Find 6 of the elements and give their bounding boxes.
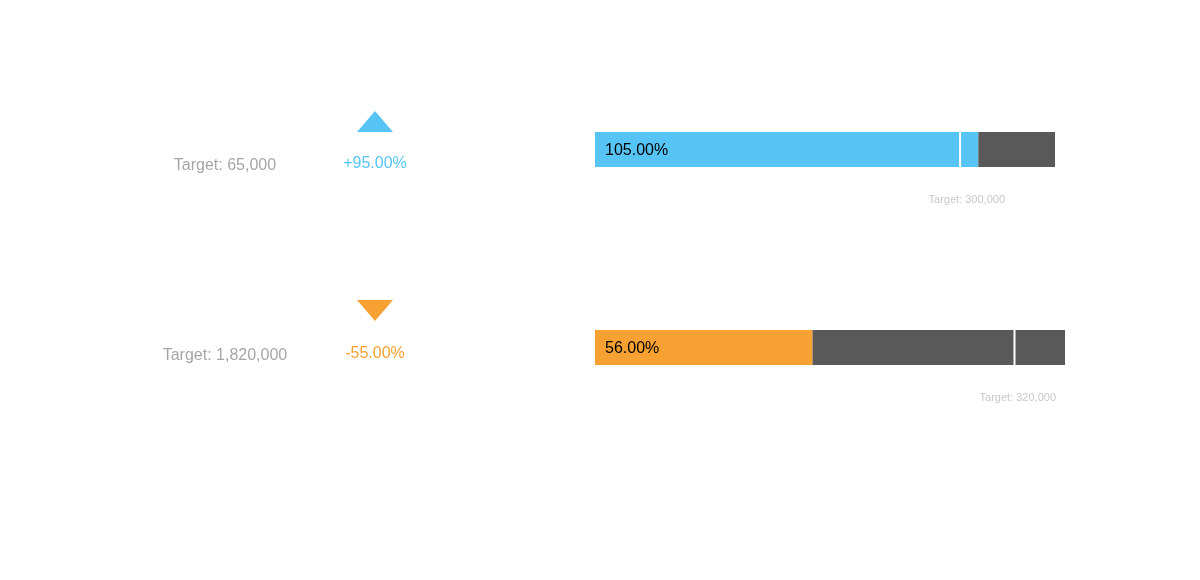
text: -55.00% [344, 343, 406, 363]
data-label: 56.00% [605, 339, 660, 357]
text: Target: 65,000 [172, 155, 278, 175]
text: +95.00% [342, 153, 408, 173]
text: Target: 1,820,000 [161, 345, 289, 365]
data-label: 105.00% [605, 141, 669, 159]
